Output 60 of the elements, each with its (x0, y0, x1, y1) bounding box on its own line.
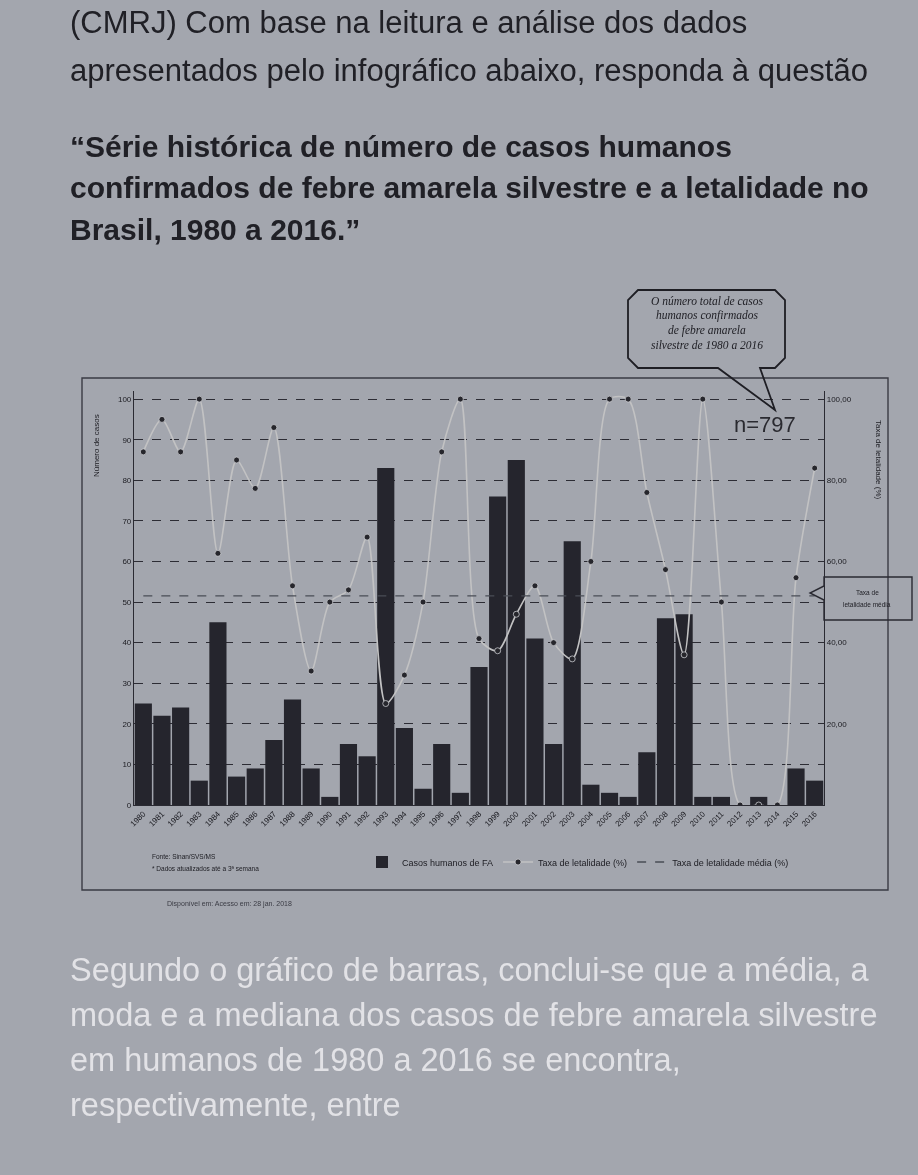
point (289, 582, 296, 590)
y-tick-label: 0 (126, 800, 132, 810)
y-tick-label: 20 (122, 719, 132, 729)
point (811, 464, 819, 472)
point (307, 667, 315, 675)
point (139, 448, 147, 456)
annotation: n=797 (734, 412, 796, 437)
point (475, 635, 483, 642)
legend-label: Casos humanos de FA (402, 857, 494, 868)
point (195, 395, 203, 403)
point (438, 448, 446, 456)
y2-axis-title: Taxa de letalidade (%) (874, 420, 883, 500)
y2-tick-label: 40,00 (826, 638, 848, 648)
point (251, 485, 259, 492)
point (606, 395, 613, 403)
y-tick-label: 70 (122, 516, 132, 526)
point (587, 558, 595, 565)
y-tick-label: 40 (122, 638, 132, 648)
point (214, 549, 222, 557)
point (494, 647, 502, 655)
point (158, 416, 166, 423)
point (401, 671, 408, 679)
text: O número total de casos humanos confirmados de febre amarela silvestre de 1980 a 2016 (651, 295, 764, 351)
y-tick-label: 100 (117, 394, 132, 404)
y-tick-label: 10 (122, 760, 132, 770)
point (177, 448, 185, 456)
point (699, 395, 707, 403)
point (643, 489, 651, 496)
point (792, 574, 800, 582)
point (345, 586, 352, 594)
y2-tick-label: 20,00 (826, 719, 848, 729)
point (718, 598, 725, 606)
point (382, 700, 390, 707)
point (680, 651, 688, 659)
text: Segundo o gráfico de barras, conclui-se que a média, a moda e a mediana dos casos de febre amarela silvestre em humanos de 1980 a 2016 se encontra, respectivamente, entre (70, 952, 878, 1123)
y-tick-label: 30 (122, 679, 132, 689)
point (624, 395, 632, 403)
text: (CMRJ) Com base na leitura e análise dos dados apresentados pelo infográfico abaixo, responda à questão (70, 5, 868, 88)
y-tick-label: 50 (122, 597, 132, 607)
point (456, 395, 464, 403)
y2-tick-label: 60,00 (826, 557, 848, 567)
y-axis-title: Número de casos (92, 414, 101, 477)
y-tick-label: 80 (122, 476, 132, 486)
point (419, 598, 427, 606)
point (531, 582, 539, 590)
point (662, 566, 669, 573)
y2-tick-label: 100,00 (826, 394, 852, 404)
chart-title: “Série histórica de número de casos humanos confirmados de febre amarela silvestre e a letalidade no Brasil, 1980 a 2016.” (70, 130, 869, 246)
legend-label: Taxa de letalidade média (%) (672, 857, 789, 868)
y-tick-label: 60 (122, 557, 132, 567)
point (270, 424, 278, 431)
point (550, 639, 557, 647)
y-tick-label: 90 (122, 435, 132, 445)
legend-label: Taxa de letalidade (%) (538, 857, 628, 868)
point (233, 456, 240, 464)
point (568, 655, 576, 663)
point (326, 598, 334, 606)
point (363, 533, 371, 541)
y2-tick-label: 80,00 (826, 476, 848, 486)
point (512, 610, 520, 618)
